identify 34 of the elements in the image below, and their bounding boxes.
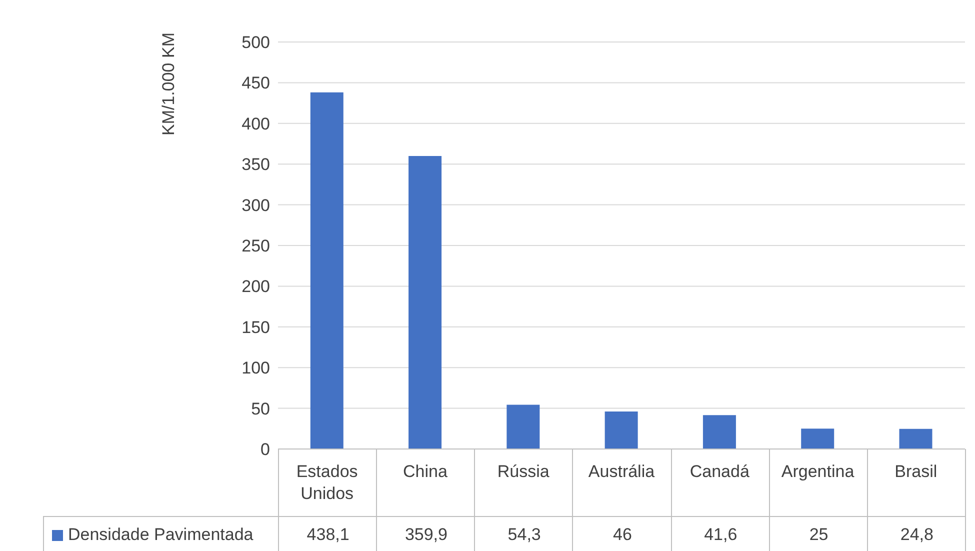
y-tick-label: 0 (260, 440, 270, 460)
x-tick-label: Rússia (497, 462, 550, 481)
x-tick-label: Argentina (781, 462, 855, 481)
legend-label: Densidade Pavimentada (68, 525, 254, 545)
bar (604, 412, 638, 449)
y-tick-label: 100 (242, 358, 270, 378)
y-tick-label: 50 (251, 399, 270, 418)
y-tick-label: 500 (242, 33, 270, 52)
data-label: 41,6 (703, 525, 738, 545)
y-tick-label: 300 (242, 196, 270, 215)
bar (408, 156, 442, 449)
x-tick-label: China (403, 462, 448, 481)
data-label: 25 (808, 525, 830, 545)
x-tick-label: Canadá (690, 462, 750, 481)
y-axis-title: KM/1.000 KM (159, 32, 178, 136)
y-tick-label: 350 (242, 155, 270, 174)
y-tick-label: 450 (242, 74, 270, 93)
bar (801, 428, 834, 449)
y-tick-label: 200 (242, 277, 270, 296)
bar (899, 428, 932, 449)
bar (702, 415, 736, 449)
bar (310, 92, 344, 449)
y-tick-label: 250 (242, 236, 270, 256)
data-label: 359,9 (404, 525, 448, 545)
y-tick-label: 400 (242, 114, 270, 134)
bar (506, 404, 540, 449)
data-label: 46 (612, 525, 633, 545)
x-tick-label: Estados Unidos (296, 462, 358, 503)
data-label: 438,1 (306, 525, 350, 545)
y-tick-label: 150 (242, 318, 270, 337)
x-tick-label: Austrália (588, 462, 656, 481)
x-tick-label: Brasil (894, 462, 938, 481)
data-label: 54,3 (506, 525, 542, 545)
data-label: 24,8 (899, 525, 934, 545)
